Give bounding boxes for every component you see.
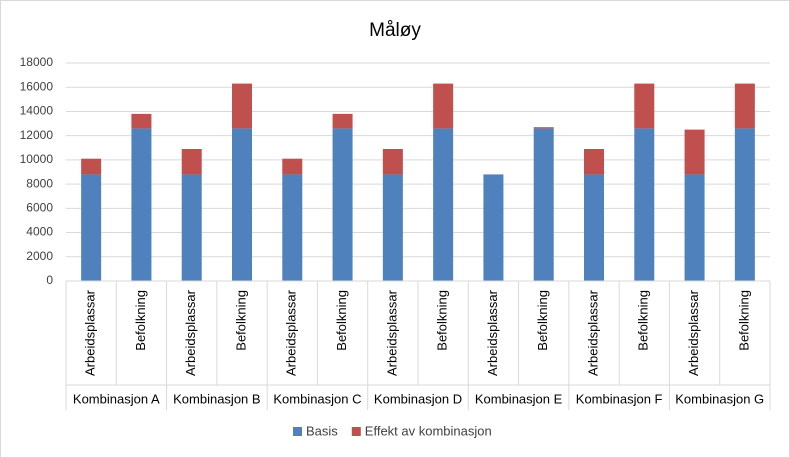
y-tick-label: 18000 (20, 55, 54, 69)
x-tick-label: Befolkning (435, 290, 450, 351)
y-tick-label: 16000 (20, 79, 54, 93)
bar-segment (332, 128, 353, 281)
group-label: Kombinasjon E (475, 391, 563, 406)
group-label: Kombinasjon C (273, 391, 361, 406)
x-tick-label: Befolkning (334, 290, 349, 351)
group-label: Kombinasjon A (73, 391, 160, 406)
bar-segment (634, 83, 655, 129)
y-tick-label: 0 (46, 273, 53, 287)
y-tick-label: 14000 (20, 104, 54, 118)
bar-segment (483, 174, 504, 281)
legend-label: Basis (306, 423, 338, 438)
bar-segment (232, 83, 252, 129)
bar-segment (584, 148, 604, 175)
bar-segment (282, 158, 303, 175)
legend-swatch (293, 427, 302, 436)
bar-segment (734, 128, 755, 281)
bar-segment (181, 148, 202, 175)
group-label: Kombinasjon F (576, 391, 663, 406)
x-tick-label: Befolkning (133, 290, 148, 351)
bar-segment (232, 128, 252, 281)
y-tick-label: 8000 (26, 176, 53, 190)
y-tick-label: 6000 (26, 201, 53, 215)
bar-segment (533, 128, 554, 281)
y-tick-label: 4000 (26, 225, 53, 239)
y-tick-label: 10000 (20, 152, 54, 166)
bar-segment (81, 158, 102, 175)
bar-segment (433, 83, 454, 129)
bar-segment (81, 174, 102, 281)
y-tick-label: 12000 (20, 128, 54, 142)
x-tick-label: Befolkning (535, 290, 550, 351)
bar-segment (684, 129, 705, 175)
y-tick-label: 2000 (26, 249, 53, 263)
x-tick-label: Arbeidsplassar (83, 289, 98, 376)
x-tick-label: Befolkning (736, 290, 751, 351)
bar-segment (332, 113, 353, 129)
bar-segment (131, 113, 152, 129)
bar-segment (131, 128, 152, 281)
bar-segment (734, 83, 755, 129)
group-label: Kombinasjon G (675, 391, 764, 406)
chart-title: Måløy (369, 20, 421, 41)
x-tick-label: Befolkning (636, 290, 651, 351)
group-label: Kombinasjon D (374, 391, 462, 406)
bar-segment (382, 174, 403, 281)
legend-label: Effekt av kombinasjon (365, 423, 492, 438)
x-tick-label: Arbeidsplassar (585, 289, 600, 376)
bar-segment (684, 174, 705, 281)
x-tick-label: Arbeidsplassar (686, 289, 701, 376)
bar-segment (433, 128, 454, 281)
bar-segment (584, 174, 604, 281)
x-tick-label: Arbeidsplassar (485, 289, 500, 376)
legend-swatch (351, 427, 361, 436)
bar-segment (282, 174, 303, 281)
x-tick-label: Befolkning (233, 290, 248, 351)
bar-segment (181, 174, 202, 281)
x-tick-label: Arbeidsplassar (284, 289, 299, 376)
x-tick-label: Arbeidsplassar (384, 289, 399, 376)
bar-segment (634, 128, 655, 281)
x-tick-label: Arbeidsplassar (183, 289, 198, 376)
bar-segment (533, 127, 554, 129)
group-label: Kombinasjon B (173, 391, 260, 406)
bar-segment (382, 148, 403, 175)
